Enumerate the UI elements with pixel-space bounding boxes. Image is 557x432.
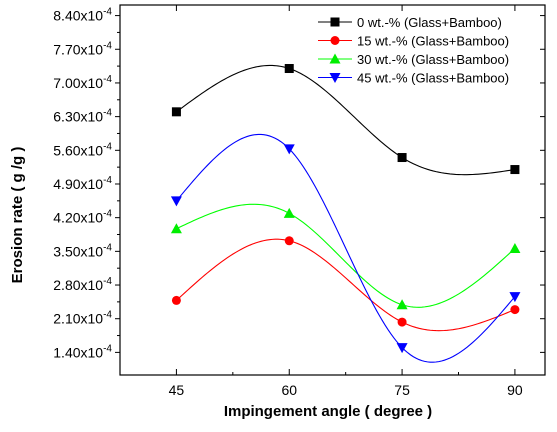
legend-label-1: 15 wt.-% (Glass+Bamboo)	[357, 34, 509, 49]
series-line-2	[176, 203, 516, 308]
data-point-1	[510, 305, 520, 315]
axes: 45 60 75 90 1.40x10-4 2.10x10-4 2.80x10-4 3.50x…	[53, 4, 546, 398]
legend-marker-0	[330, 17, 340, 27]
data-point-1	[171, 295, 181, 305]
legend: 0 wt.-% (Glass+Bamboo) 15 wt.-% (Glass+Ba…	[318, 15, 509, 86]
legend-marker-1	[330, 36, 340, 45]
y-axis-title: Erosion rate ( g /g )	[9, 147, 26, 284]
series-curves	[175, 64, 516, 363]
plot-frame	[119, 4, 546, 376]
y-tick-label: 2.10x10-4	[53, 310, 112, 327]
x-tick-label: 75	[394, 382, 410, 398]
y-tick-label: 8.40x10-4	[53, 7, 112, 24]
y-tick-label: 4.20x10-4	[53, 209, 112, 226]
y-tick-label: 1.40x10-4	[53, 343, 112, 360]
x-tick-label: 45	[169, 382, 185, 398]
data-point-0	[397, 153, 407, 163]
y-tick-label: 2.80x10-4	[53, 276, 112, 293]
y-tick-label: 3.50x10-4	[53, 242, 112, 259]
data-point-0	[284, 64, 294, 74]
data-point-3	[170, 196, 182, 207]
data-point-3	[509, 292, 521, 303]
x-axis-title: Impingement angle ( degree )	[224, 403, 432, 420]
data-point-1	[284, 236, 294, 246]
legend-label-2: 30 wt.-% (Glass+Bamboo)	[357, 52, 509, 67]
legend-label-0: 0 wt.-% (Glass+Bamboo)	[357, 15, 502, 30]
data-point-2	[509, 242, 521, 253]
legend-marker-3	[329, 73, 341, 83]
data-point-3	[396, 343, 408, 354]
legend-marker-2	[329, 53, 341, 64]
series-line-0	[176, 64, 515, 176]
y-tick-label: 4.90x10-4	[53, 175, 112, 192]
x-tick-label: 90	[507, 382, 523, 398]
data-point-3	[283, 144, 295, 155]
y-tick-label: 6.30x10-4	[53, 108, 112, 125]
x-tick-label: 60	[281, 382, 297, 398]
series-line-1	[176, 238, 516, 332]
y-tick-label: 7.70x10-4	[53, 40, 112, 57]
y-tick-label: 7.00x10-4	[53, 74, 112, 91]
data-point-1	[397, 317, 407, 327]
data-point-2	[283, 207, 295, 218]
data-point-2	[396, 299, 408, 310]
data-point-0	[171, 107, 181, 117]
series-markers	[170, 64, 521, 354]
legend-label-3: 45 wt.-% (Glass+Bamboo)	[357, 71, 509, 86]
data-point-0	[510, 165, 520, 175]
y-tick-label: 5.60x10-4	[53, 141, 112, 158]
series-line-3	[175, 133, 516, 363]
data-point-2	[170, 223, 182, 234]
